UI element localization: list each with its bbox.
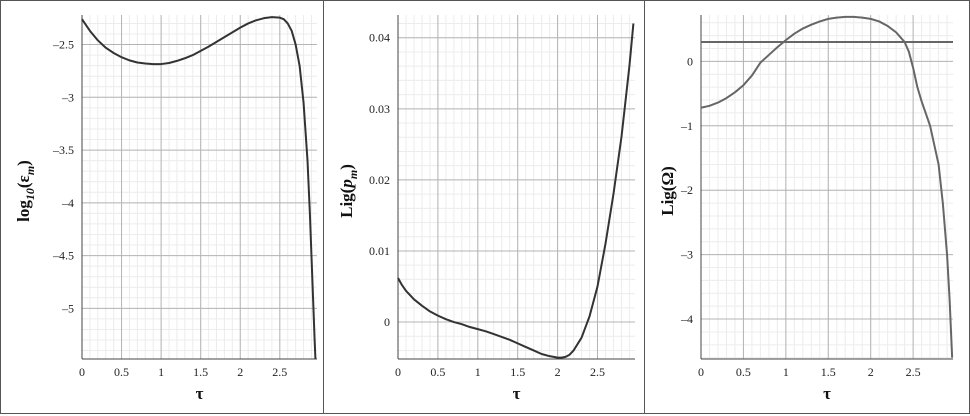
y-tick-label: –4.5 <box>52 249 74 263</box>
x-tick-label: 0.5 <box>114 365 129 379</box>
x-tick-label: 2 <box>555 365 561 379</box>
y-tick-label: –3.5 <box>52 143 74 157</box>
chart-lig-omega: 0 0.5 1 1.5 2 2.5 0 –1 –2 –3 –4 τ Lig(Ω) <box>658 15 954 403</box>
y-tick-label: –2.5 <box>52 38 74 52</box>
minor-grid <box>81 15 317 359</box>
x-tick-label: 0.5 <box>430 365 445 379</box>
x-axis-label: τ <box>196 384 204 403</box>
x-axis-label: τ <box>823 384 831 403</box>
y-axis-label: log10(εm) <box>14 160 37 222</box>
x-tick-label: 1 <box>783 365 789 379</box>
x-tick-label: 2.5 <box>906 365 921 379</box>
x-tick-label: 1.5 <box>510 365 525 379</box>
y-tick-label: –4 <box>680 312 693 326</box>
x-tick-label: 2.5 <box>272 365 287 379</box>
series-line <box>397 23 635 359</box>
y-tick-label: 0.04 <box>369 31 390 45</box>
y-tick-label: 0.01 <box>369 244 390 258</box>
minor-grid <box>700 15 953 359</box>
x-tick-label: 0 <box>395 365 401 379</box>
series-line <box>700 15 954 358</box>
x-tick-label: 1 <box>158 365 164 379</box>
x-tick-label: 2.5 <box>590 365 605 379</box>
x-tick-label: 0.5 <box>736 365 751 379</box>
y-tick-label: 0 <box>687 54 693 68</box>
panel-lig-p: 0 0.5 1 1.5 2 2.5 0 0.01 0.02 0.03 0.04 τ Lig(pm) <box>323 0 645 414</box>
panel-lig-omega: 0 0.5 1 1.5 2 2.5 0 –1 –2 –3 –4 τ Lig(Ω) <box>644 0 970 414</box>
panel-log-epsilon: 0 0.5 1 1.5 2 2.5 –2.5 –3 –3.5 –4 –4.5 –5 τ log10(εm) <box>0 0 324 414</box>
y-tick-label: –3 <box>61 90 74 104</box>
chart-log-epsilon: 0 0.5 1 1.5 2 2.5 –2.5 –3 –3.5 –4 –4.5 –5 τ log10(εm) <box>14 15 317 403</box>
x-tick-label: 1.5 <box>821 365 836 379</box>
y-axis-label: Lig(pm) <box>337 164 360 218</box>
major-grid <box>397 15 635 359</box>
x-axis-label: τ <box>513 384 521 403</box>
major-grid <box>700 15 953 359</box>
y-tick-label: –2 <box>680 183 693 197</box>
y-axis-label: Lig(Ω) <box>658 166 677 216</box>
y-tick-label: 0 <box>384 315 390 329</box>
series-line <box>81 16 317 360</box>
x-tick-label: 0 <box>698 365 704 379</box>
y-tick-label: –4 <box>61 196 74 210</box>
y-tick-label: 0.02 <box>369 173 390 187</box>
x-tick-label: 2 <box>868 365 874 379</box>
y-tick-label: –3 <box>680 248 693 262</box>
x-tick-label: 0 <box>79 365 85 379</box>
x-tick-label: 1.5 <box>193 365 208 379</box>
x-tick-label: 1 <box>475 365 481 379</box>
chart-lig-p: 0 0.5 1 1.5 2 2.5 0 0.01 0.02 0.03 0.04 τ Lig(pm) <box>337 15 635 403</box>
y-tick-label: 0.03 <box>369 102 390 116</box>
y-tick-label: –5 <box>61 301 74 315</box>
major-grid <box>81 15 317 359</box>
x-tick-label: 2 <box>237 365 243 379</box>
minor-grid <box>397 15 635 359</box>
y-tick-label: –1 <box>680 119 693 133</box>
